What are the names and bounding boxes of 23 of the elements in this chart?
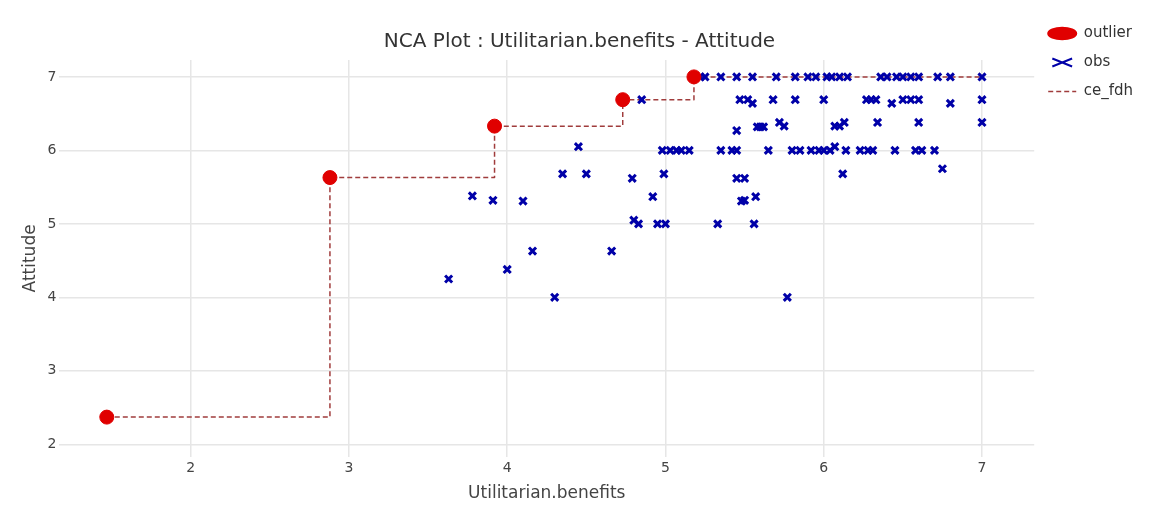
point [322,170,338,186]
legend-label: outlier [1083,23,1133,42]
x-axis-title: Utilitarian.benefits [468,482,626,503]
x-tick-label: 3 [344,458,354,475]
point [615,92,631,108]
legend-label: ce_fdh [1083,81,1134,101]
legend-label: obs [1083,52,1111,71]
point [487,118,503,134]
x-tick-label: 5 [661,458,670,475]
x-tick-label: 4 [502,458,512,475]
y-tick-label: 2 [47,434,57,451]
x-tick-label: 7 [977,458,987,475]
y-tick-label: 5 [47,214,57,231]
point [99,409,115,425]
y-tick-label: 6 [47,141,57,158]
y-tick-label: 4 [47,287,57,304]
x-tick-label: 2 [186,458,196,475]
y-tick-label: 7 [47,67,57,84]
point [686,69,702,85]
y-tick-label: 3 [47,361,57,378]
x-tick-label: 6 [819,458,829,475]
y-axis-title: Attitude [18,224,39,293]
chart-title: NCA Plot : Utilitarian.benefits - Attitude [383,28,776,53]
